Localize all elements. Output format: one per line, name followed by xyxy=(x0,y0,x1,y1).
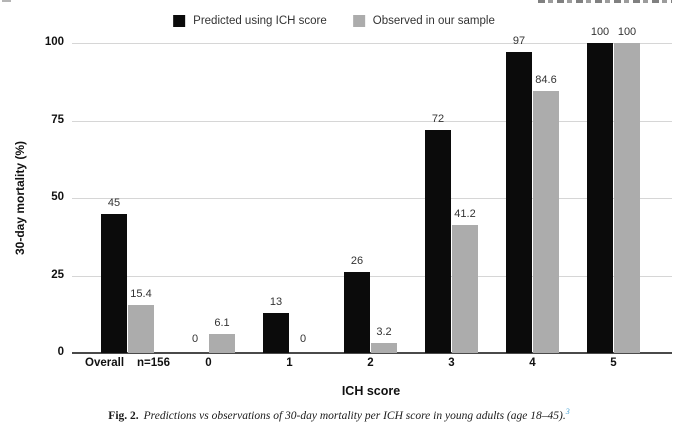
bar-observed-0 xyxy=(209,334,235,353)
x-tick-overall: Overall n=156 xyxy=(85,357,170,369)
bar-predicted-5 xyxy=(587,43,613,353)
data-label: 45 xyxy=(107,196,121,209)
data-label: 41.2 xyxy=(454,208,476,221)
legend-item-observed: Observed in our sample xyxy=(352,15,495,27)
y-tick-0: 0 xyxy=(57,346,64,358)
bar-predicted-2 xyxy=(344,272,370,353)
y-tick-25: 25 xyxy=(51,268,64,281)
data-label: 0 xyxy=(299,333,307,345)
plot-area: 45 0 13 26 72 97 100 15.4 6.1 0 3.2 41.2 84.6 100 xyxy=(72,26,672,354)
legend-item-predicted: Predicted using ICH score xyxy=(173,15,327,27)
gridline-100 xyxy=(72,43,672,44)
bar-predicted-4 xyxy=(506,52,532,353)
data-label: 6.1 xyxy=(214,317,230,330)
clipped-text-fragment-left xyxy=(2,0,11,2)
data-label: 3.2 xyxy=(376,326,392,339)
gridline-50 xyxy=(72,198,672,199)
gridline-25 xyxy=(72,275,672,277)
caption-reference-superscript: 3 xyxy=(565,407,570,416)
x-tick-label: 2 xyxy=(367,357,374,369)
chart-legend: Predicted using ICH score Observed in ou… xyxy=(173,15,495,27)
data-label: 100 xyxy=(590,26,610,38)
bar-predicted-overall xyxy=(101,213,127,353)
legend-label-predicted: Predicted using ICH score xyxy=(193,15,327,27)
y-tick-75: 75 xyxy=(51,113,64,126)
x-tick-label: n=156 xyxy=(137,357,170,369)
data-label: 15.4 xyxy=(130,288,152,301)
data-label: 100 xyxy=(617,26,637,38)
x-tick-label: 1 xyxy=(286,357,293,369)
x-axis-line xyxy=(72,352,672,354)
data-label: 13 xyxy=(269,295,283,308)
x-tick-label: 0 xyxy=(205,357,212,369)
bar-observed-overall xyxy=(128,305,154,353)
y-tick-50: 50 xyxy=(51,191,64,203)
x-tick-2: 2 xyxy=(367,357,373,369)
x-tick-0: 0 xyxy=(205,357,211,369)
x-tick-3: 3 xyxy=(448,357,454,369)
gridline-75 xyxy=(72,120,672,122)
figure-caption: Fig. 2. Predictions vs observations of 30… xyxy=(0,407,678,422)
data-label: 0 xyxy=(191,333,199,345)
predicted-series-swatch-icon xyxy=(173,15,186,27)
observed-series-swatch-icon xyxy=(352,15,365,27)
x-tick-4: 4 xyxy=(529,357,535,369)
legend-label-observed: Observed in our sample xyxy=(372,15,495,27)
x-axis-title: ICH score xyxy=(341,384,401,398)
x-tick-label: 5 xyxy=(610,357,617,369)
bar-predicted-3 xyxy=(425,129,451,353)
data-label: 97 xyxy=(512,35,526,48)
x-tick-label: 3 xyxy=(448,357,455,369)
y-tick-100: 100 xyxy=(44,36,64,48)
data-label: 84.6 xyxy=(535,73,557,86)
bar-predicted-1 xyxy=(263,312,289,353)
bar-observed-4 xyxy=(533,90,559,353)
x-tick-5: 5 xyxy=(610,357,616,369)
bar-observed-3 xyxy=(452,225,478,353)
x-tick-label: 4 xyxy=(529,357,536,369)
bar-observed-5 xyxy=(614,43,640,353)
caption-figure-number: Fig. 2. xyxy=(108,409,139,422)
x-tick-label: Overall xyxy=(85,357,125,369)
data-label: 72 xyxy=(431,112,445,125)
x-tick-1: 1 xyxy=(286,357,292,369)
bar-observed-2 xyxy=(371,343,397,353)
data-label: 26 xyxy=(350,255,364,268)
clipped-text-fragment-right xyxy=(538,0,672,3)
caption-text: Predictions vs observations of 30-day mo… xyxy=(143,409,566,422)
